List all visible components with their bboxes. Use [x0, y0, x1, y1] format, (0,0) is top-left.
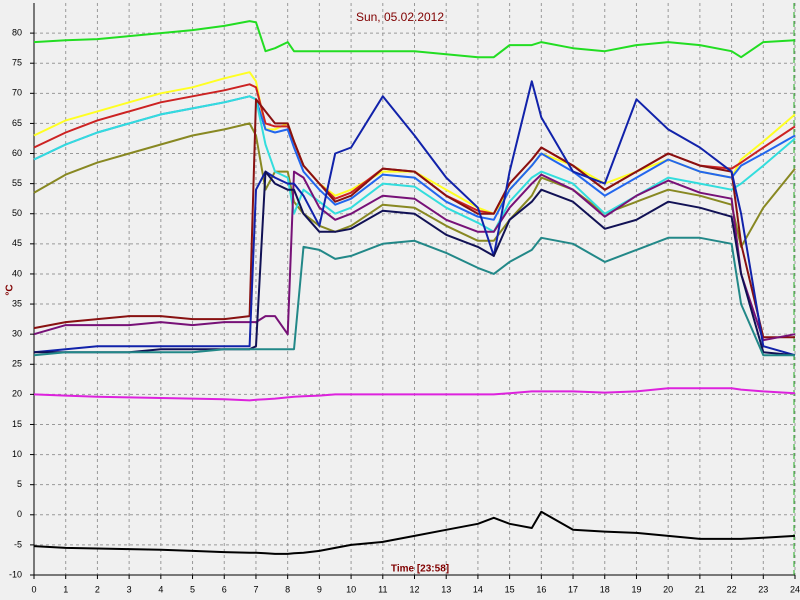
x-tick-label: 17 [568, 584, 578, 594]
x-tick-label: 4 [158, 584, 163, 594]
series-line [33, 20, 796, 59]
x-tick-label: 15 [505, 584, 515, 594]
series-line [33, 95, 796, 233]
x-tick-label: 7 [253, 584, 258, 594]
series-line [33, 122, 796, 248]
series-line [33, 510, 796, 555]
y-tick-label: 65 [12, 118, 22, 128]
x-tick-label: 20 [663, 584, 673, 594]
y-tick-label: 50 [12, 208, 22, 218]
x-tick-label: 16 [536, 584, 546, 594]
x-tick-label: 9 [317, 584, 322, 594]
x-tick-label: 6 [222, 584, 227, 594]
x-tick-label: 1 [63, 584, 68, 594]
x-tick-label: 22 [727, 584, 737, 594]
y-tick-label: 60 [12, 148, 22, 158]
x-tick-label: 2 [95, 584, 100, 594]
y-tick-label: 80 [12, 27, 22, 37]
x-tick-label: 12 [409, 584, 419, 594]
y-tick-label: 0 [17, 509, 22, 519]
x-tick-label: 11 [378, 584, 387, 594]
x-axis-label: Time [23:58] [391, 564, 449, 575]
series-line [33, 236, 795, 357]
x-tick-label: 21 [695, 584, 705, 594]
y-tick-label: 5 [17, 479, 22, 489]
y-tick-label: 40 [12, 268, 22, 278]
y-tick-label: 10 [12, 449, 22, 459]
x-tick-label: 23 [758, 584, 768, 594]
x-tick-label: 24 [790, 584, 800, 594]
y-tick-label: 45 [12, 238, 22, 248]
x-tick-label: 18 [600, 584, 610, 594]
x-tick-label: 10 [346, 584, 356, 594]
series-line [33, 387, 796, 402]
y-tick-label: 25 [12, 359, 22, 369]
y-axis-label: °C [5, 284, 16, 295]
y-tick-label: 30 [12, 329, 22, 339]
y-tick-label: 55 [12, 178, 22, 188]
y-tick-label: 70 [12, 88, 22, 98]
series-line [33, 80, 796, 357]
x-tick-label: 0 [31, 584, 36, 594]
y-tick-label: 75 [12, 58, 22, 68]
x-tick-label: 5 [190, 584, 195, 594]
y-tick-label: 20 [12, 389, 22, 399]
x-tick-label: 19 [631, 584, 641, 594]
x-tick-label: 8 [285, 584, 290, 594]
y-tick-label: -5 [14, 539, 22, 549]
y-tick-label: -10 [9, 569, 22, 579]
x-tick-label: 3 [127, 584, 132, 594]
chart-title: Sun, 05.02.2012 [356, 10, 444, 24]
series-line [33, 170, 796, 342]
series-line [34, 170, 796, 357]
x-tick-label: 13 [441, 584, 451, 594]
x-tick-label: 14 [473, 584, 483, 594]
y-tick-label: 35 [12, 298, 22, 308]
series-line [33, 98, 795, 339]
y-tick-label: 15 [12, 419, 22, 429]
